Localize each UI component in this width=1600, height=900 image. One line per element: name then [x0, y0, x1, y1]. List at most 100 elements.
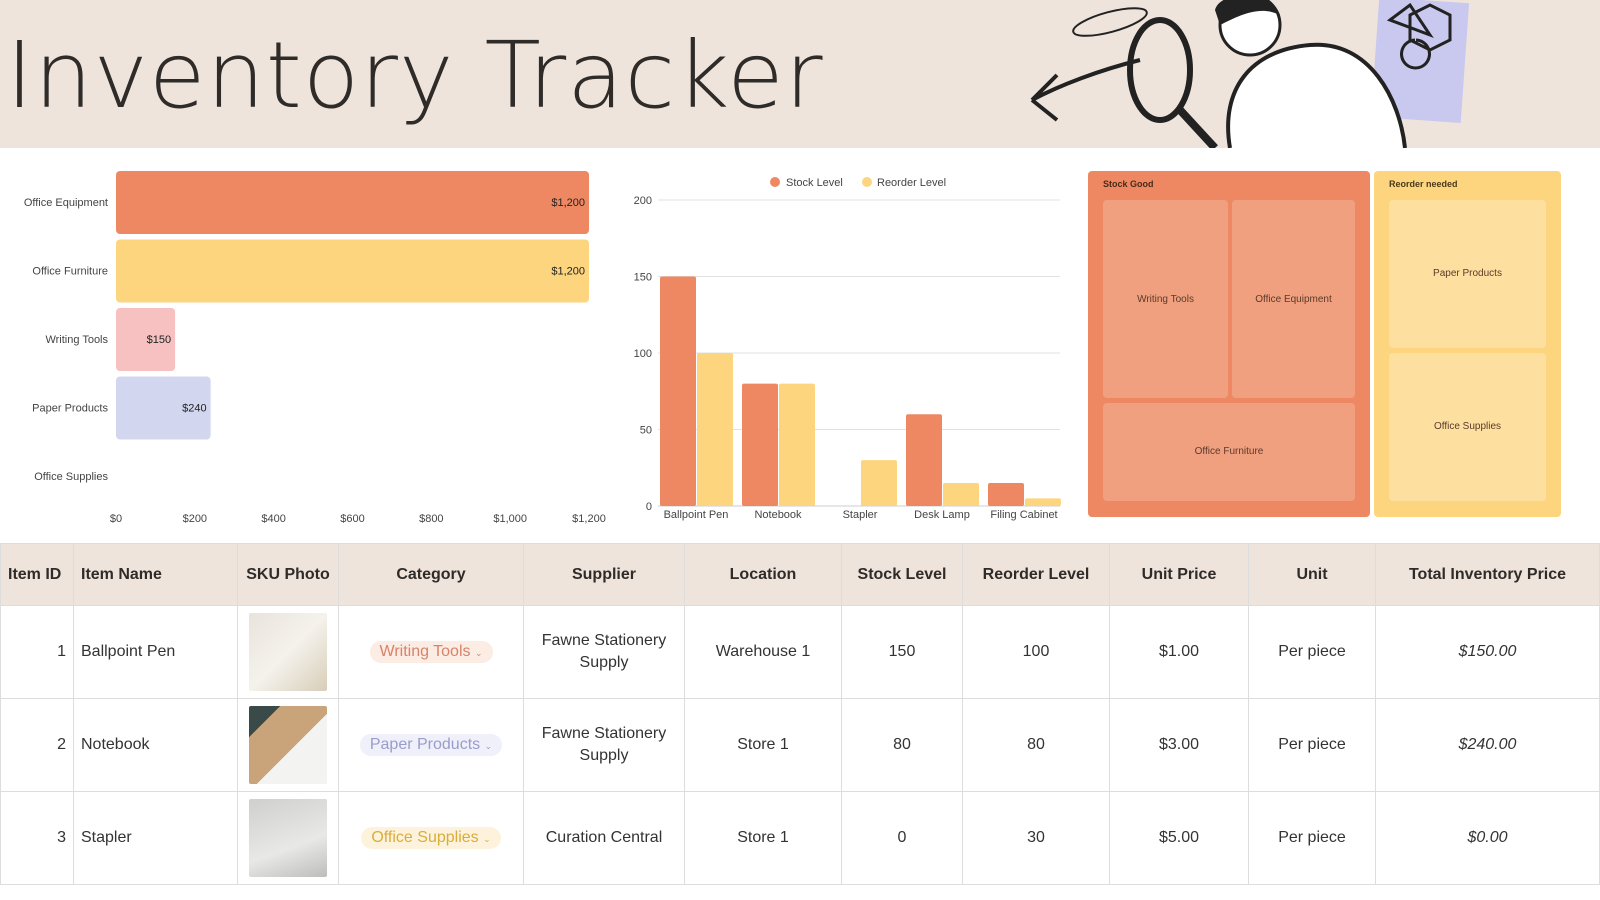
treemap-tile: Office Supplies — [1389, 353, 1546, 501]
treemap-group-stock-good: Stock Good Writing Tools Office Equipmen… — [1088, 171, 1370, 517]
sku-photo-cell — [237, 791, 339, 885]
treemap-tile-label: Office Supplies — [1433, 421, 1502, 432]
reorder-level-cell[interactable]: 80 — [962, 698, 1110, 792]
total-price-cell: $0.00 — [1375, 791, 1600, 885]
treemap-group-reorder-needed: Reorder needed Paper Products Office Sup… — [1374, 171, 1561, 517]
category-label: Office Equipment — [24, 197, 108, 209]
legend-label: Reorder Level — [877, 177, 946, 189]
table-row[interactable]: 1 Ballpoint Pen Writing Tools ⌄ Fawne St… — [0, 605, 1600, 699]
header: Inventory Tracker — [0, 0, 1600, 148]
table-row[interactable]: 3 Stapler Office Supplies ⌄ Curation Cen… — [0, 791, 1600, 885]
bar-reorder-level — [1025, 498, 1061, 506]
column-header[interactable]: Stock Level — [841, 543, 963, 606]
y-tick-label: 50 — [640, 425, 652, 437]
category-label: Office Furniture — [32, 266, 108, 278]
y-tick-label: 0 — [646, 501, 652, 513]
treemap-tile: Office Furniture — [1103, 403, 1355, 501]
x-tick-label: $1,000 — [493, 513, 527, 525]
category-cell[interactable]: Writing Tools ⌄ — [338, 605, 524, 699]
legend-label: Stock Level — [786, 177, 843, 189]
item-name-cell[interactable]: Ballpoint Pen — [73, 605, 238, 699]
sku-photo[interactable] — [249, 799, 327, 877]
stock-level-cell[interactable]: 80 — [841, 698, 963, 792]
page-title: Inventory Tracker — [6, 22, 824, 129]
x-tick-label: Desk Lamp — [914, 509, 970, 521]
category-cell[interactable]: Office Supplies ⌄ — [338, 791, 524, 885]
supplier-cell[interactable]: Fawne Stationery Supply — [523, 698, 685, 792]
column-header[interactable]: Location — [684, 543, 842, 606]
category-label: Writing Tools — [379, 643, 471, 660]
category-select[interactable]: Writing Tools ⌄ — [369, 641, 493, 663]
category-label: Paper Products — [32, 403, 108, 415]
reorder-level-cell[interactable]: 30 — [962, 791, 1110, 885]
category-label: Paper Products — [369, 736, 481, 753]
inventory-table: Item ID Item Name SKU Photo Category Supplie… — [0, 543, 1600, 885]
column-header[interactable]: Supplier — [523, 543, 685, 606]
category-select[interactable]: Office Supplies ⌄ — [361, 827, 501, 849]
stock-level-cell[interactable]: 150 — [841, 605, 963, 699]
bar-stock-level — [742, 383, 778, 506]
chevron-down-icon: ⌄ — [484, 741, 493, 751]
reorder-level-cell[interactable]: 100 — [962, 605, 1110, 699]
bar — [116, 171, 589, 234]
treemap-tile-label: Writing Tools — [1137, 294, 1194, 305]
x-tick-label: Stapler — [843, 509, 878, 521]
bar-stock-level — [660, 276, 696, 506]
item-name-cell[interactable]: Stapler — [73, 791, 238, 885]
category-value-bar-chart: Office Equipment $1,200 Office Furniture $1… — [24, 171, 606, 525]
location-cell[interactable]: Store 1 — [684, 791, 842, 885]
column-header[interactable]: Item Name — [73, 543, 238, 606]
location-cell[interactable]: Warehouse 1 — [684, 605, 842, 699]
sku-photo[interactable] — [249, 706, 327, 784]
unit-cell[interactable]: Per piece — [1248, 605, 1376, 699]
treemap-tile-label: Office Equipment — [1255, 294, 1332, 305]
bar-stock-level — [988, 483, 1024, 506]
column-header[interactable]: Reorder Level — [962, 543, 1110, 606]
item-id-cell: 2 — [0, 698, 74, 792]
supplier-cell[interactable]: Fawne Stationery Supply — [523, 605, 685, 699]
column-header[interactable]: SKU Photo — [237, 543, 339, 606]
x-tick-label: Ballpoint Pen — [664, 509, 729, 521]
item-id-cell: 1 — [0, 605, 74, 699]
legend-marker — [862, 177, 872, 187]
chevron-down-icon: ⌄ — [483, 834, 491, 844]
bar — [116, 308, 176, 371]
y-tick-label: 200 — [634, 195, 652, 207]
category-cell[interactable]: Paper Products ⌄ — [338, 698, 524, 792]
data-label: $1,200 — [551, 266, 585, 278]
x-tick-label: Filing Cabinet — [990, 509, 1057, 521]
unit-cell[interactable]: Per piece — [1248, 698, 1376, 792]
x-tick-label: Notebook — [754, 509, 802, 521]
legend-marker — [770, 177, 780, 187]
column-header[interactable]: Item ID — [0, 543, 74, 606]
column-header[interactable]: Unit Price — [1109, 543, 1249, 606]
item-name-cell[interactable]: Notebook — [73, 698, 238, 792]
treemap-tile: Office Equipment — [1232, 200, 1355, 398]
treemap-group-label: Reorder needed — [1389, 179, 1458, 189]
column-header[interactable]: Category — [338, 543, 524, 606]
column-header[interactable]: Unit — [1248, 543, 1376, 606]
x-tick-label: $200 — [183, 513, 207, 525]
unit-price-cell[interactable]: $3.00 — [1109, 698, 1249, 792]
column-header[interactable]: Total Inventory Price — [1375, 543, 1600, 606]
stock-level-cell[interactable]: 0 — [841, 791, 963, 885]
sku-photo-cell — [237, 698, 339, 792]
bar-reorder-level — [861, 460, 897, 506]
bar — [116, 376, 211, 440]
table-row[interactable]: 2 Notebook Paper Products ⌄ Fawne Statio… — [0, 698, 1600, 792]
x-tick-label: $800 — [419, 513, 443, 525]
supplier-cell[interactable]: Curation Central — [523, 791, 685, 885]
treemap-tile: Paper Products — [1389, 200, 1546, 348]
sku-photo-cell — [237, 605, 339, 699]
y-tick-label: 100 — [634, 348, 652, 360]
unit-price-cell[interactable]: $1.00 — [1109, 605, 1249, 699]
category-select[interactable]: Paper Products ⌄ — [359, 734, 503, 756]
sku-photo[interactable] — [249, 613, 327, 691]
location-cell[interactable]: Store 1 — [684, 698, 842, 792]
unit-cell[interactable]: Per piece — [1248, 791, 1376, 885]
unit-price-cell[interactable]: $5.00 — [1109, 791, 1249, 885]
person-magnifier-illustration — [1030, 0, 1470, 148]
bar-reorder-level — [943, 483, 979, 506]
treemap-tile-label: Office Furniture — [1194, 446, 1264, 457]
x-tick-label: $0 — [110, 513, 122, 525]
